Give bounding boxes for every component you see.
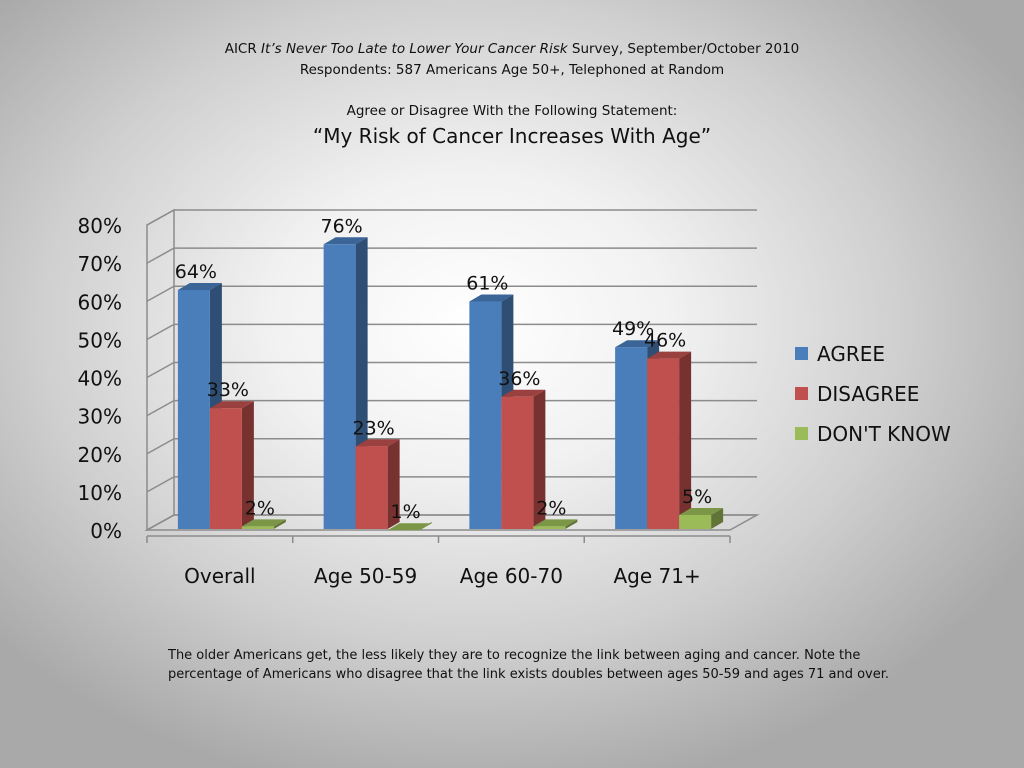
gridline xyxy=(146,209,757,226)
bar xyxy=(323,244,356,529)
bar-top xyxy=(615,340,660,348)
bar xyxy=(469,301,502,529)
legend-swatch xyxy=(795,347,808,360)
bar-top xyxy=(533,519,578,527)
bar-side xyxy=(387,439,400,529)
gridline xyxy=(146,514,757,531)
x-tick-label: Age 60-70 xyxy=(460,564,563,588)
gridline xyxy=(146,247,757,264)
y-tick-label: 80% xyxy=(78,214,122,238)
gridline xyxy=(146,476,757,493)
data-label: 36% xyxy=(498,368,540,390)
bar-top xyxy=(469,294,514,302)
chart-title: “My Risk of Cancer Increases With Age” xyxy=(312,124,712,148)
bar xyxy=(355,446,388,529)
data-label: 49% xyxy=(612,318,654,340)
data-label: 46% xyxy=(644,330,686,352)
legend-label: DON'T KNOW xyxy=(817,422,951,446)
bar xyxy=(501,396,534,529)
bar-top xyxy=(647,351,692,359)
bar-top xyxy=(241,519,286,527)
legend-label: DISAGREE xyxy=(817,382,919,406)
survey-name: It’s Never Too Late to Lower Your Cancer… xyxy=(261,41,568,57)
data-label: 1% xyxy=(391,501,421,523)
bar-top xyxy=(323,237,368,245)
bar-side xyxy=(711,507,724,529)
gridline xyxy=(146,361,757,379)
data-label: 33% xyxy=(207,379,249,401)
legend-swatch xyxy=(795,427,808,440)
legend-label: AGREE xyxy=(817,342,885,366)
bar-side xyxy=(273,519,286,529)
bar-top xyxy=(501,389,546,397)
survey-title: AICR It’s Never Too Late to Lower Your C… xyxy=(0,40,1024,58)
x-tick-label: Overall xyxy=(184,564,255,588)
data-label: 23% xyxy=(353,417,395,439)
y-tick-label: 70% xyxy=(78,252,122,276)
data-label: 5% xyxy=(682,486,712,508)
y-tick-label: 30% xyxy=(78,405,122,429)
bar-top xyxy=(387,523,432,531)
y-tick-label: 60% xyxy=(78,290,122,314)
bar-side xyxy=(241,401,254,529)
x-tick-label: Age 71+ xyxy=(614,564,701,588)
bar-side xyxy=(533,389,546,529)
gridline xyxy=(146,399,757,417)
bar-top xyxy=(177,283,222,290)
bar xyxy=(533,526,566,529)
data-label: 61% xyxy=(466,272,508,294)
data-label: 76% xyxy=(321,215,363,237)
statement-prompt: Agree or Disagree With the Following Sta… xyxy=(346,103,678,119)
survey-title-suffix: Survey, September/October 2010 xyxy=(567,41,800,57)
legend-swatch xyxy=(795,387,808,400)
x-tick-label: Age 50-59 xyxy=(314,564,417,588)
survey-respondents: Respondents: 587 Americans Age 50+, Tele… xyxy=(299,62,725,78)
bar xyxy=(177,290,210,529)
bar xyxy=(209,408,242,529)
bar-top xyxy=(209,401,254,409)
y-tick-label: 20% xyxy=(78,443,122,467)
bar xyxy=(615,347,648,529)
bar-top xyxy=(355,439,400,447)
data-label: 2% xyxy=(536,497,566,519)
bar-top xyxy=(679,507,724,515)
y-tick-label: 50% xyxy=(78,328,122,352)
y-tick-label: 40% xyxy=(78,367,122,391)
gridline xyxy=(146,438,757,455)
data-label: 64% xyxy=(175,261,217,283)
survey-title-prefix: AICR xyxy=(224,41,262,57)
bar xyxy=(679,514,712,529)
bar xyxy=(647,358,680,529)
bar-chart: 0% 10% 20% 30% 40% 50% 60% 70% 80% 64% 33% 2% Overal… xyxy=(78,208,951,588)
chart-note: The older Americans get, the less likely… xyxy=(168,648,890,682)
bar-side xyxy=(679,351,692,529)
gridline xyxy=(146,285,757,302)
gridline xyxy=(146,323,757,341)
y-tick-label: 10% xyxy=(78,481,122,505)
data-label: 2% xyxy=(245,497,275,519)
y-tick-label: 0% xyxy=(90,519,122,543)
bar xyxy=(241,526,274,529)
bar-side xyxy=(565,519,578,529)
